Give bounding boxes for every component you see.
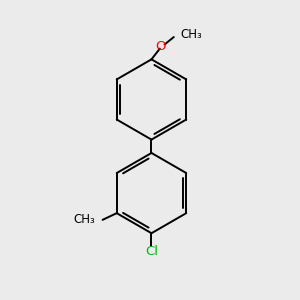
Text: O: O [156,40,166,53]
Text: Cl: Cl [145,244,158,258]
Text: CH₃: CH₃ [180,28,202,40]
Text: CH₃: CH₃ [74,213,95,226]
